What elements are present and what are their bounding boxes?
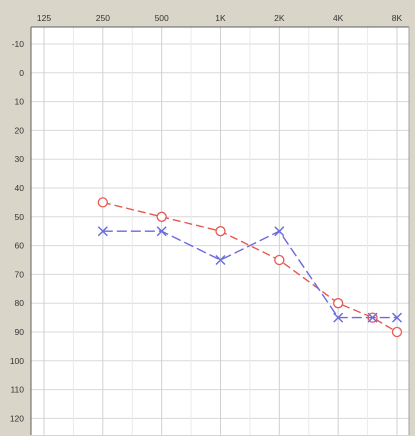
y-tick-label: 100 — [10, 356, 24, 366]
y-tick-label: 120 — [10, 413, 24, 423]
data-point-x — [333, 312, 344, 323]
y-tick-label: 20 — [15, 125, 25, 135]
data-point-x — [156, 226, 167, 237]
y-tick-label: 110 — [10, 385, 24, 395]
data-point-x — [215, 255, 226, 265]
y-tick-label: 70 — [15, 269, 25, 279]
series-layer — [97, 197, 403, 338]
data-point-x — [367, 312, 378, 323]
data-point-x — [97, 226, 108, 237]
x-tick-label: 1K — [215, 13, 226, 23]
data-point-circle — [156, 211, 167, 222]
data-point-circle — [215, 226, 226, 237]
y-axis-labels: -10 0 10 20 30 40 50 60 70 80 90 100 110 120 — [10, 39, 24, 423]
data-point-circle — [391, 326, 403, 338]
y-tick-label: 80 — [15, 298, 25, 308]
data-point-circle — [97, 197, 108, 208]
x-tick-label: 4K — [333, 13, 344, 23]
y-tick-label: 30 — [15, 154, 25, 164]
x-tick-label: 2K — [274, 13, 285, 23]
data-point-x — [392, 312, 402, 323]
y-tick-label: -10 — [12, 39, 25, 49]
data-point-x — [274, 226, 285, 237]
data-point-circle — [274, 254, 285, 266]
y-tick-label: 60 — [15, 241, 25, 251]
y-tick-label: 10 — [15, 97, 25, 107]
data-point-circle — [333, 298, 344, 309]
x-tick-label: 500 — [155, 13, 169, 23]
x-axis-labels: 125 250 500 1K 2K 4K 8K — [37, 13, 403, 23]
y-tick-label: 90 — [15, 327, 25, 337]
y-tick-label: 50 — [15, 212, 25, 222]
grid — [31, 27, 409, 435]
x-tick-label: 125 — [37, 13, 51, 23]
x-tick-label: 250 — [96, 13, 110, 23]
y-tick-label: 40 — [15, 183, 25, 193]
y-tick-label: 0 — [19, 68, 24, 78]
x-tick-label: 8K — [392, 13, 403, 23]
